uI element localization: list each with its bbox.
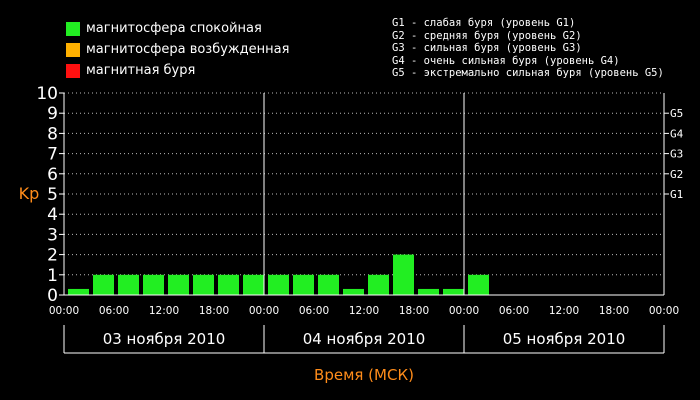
- y-tick-label: 9: [47, 104, 58, 124]
- x-tick-label: 12:00: [349, 305, 379, 317]
- g-tick-label: G2: [670, 168, 683, 181]
- day-label: 05 ноября 2010: [503, 330, 626, 348]
- kp-bar: [168, 274, 189, 295]
- x-tick-label: 06:00: [99, 305, 129, 317]
- legend-item-storm: магнитная буря: [66, 60, 289, 81]
- bars: [68, 254, 489, 295]
- kp-bar: [418, 288, 439, 295]
- g-tick-label: G1: [670, 188, 683, 201]
- y-tick-label: 3: [47, 225, 58, 245]
- y-tick-label: 10: [36, 84, 58, 104]
- grid: [64, 92, 664, 276]
- storm-level-g5: G5 - экстремально сильная буря (уровень …: [392, 67, 664, 79]
- legend-swatch-storm: [66, 63, 80, 78]
- day-label: 04 ноября 2010: [303, 330, 426, 348]
- storm-level-g4: G4 - очень сильная буря (уровень G4): [392, 54, 620, 67]
- kp-bar: [393, 254, 414, 295]
- y-tick-label: 6: [47, 165, 58, 185]
- legend-item-active: магнитосфера возбужденная: [66, 39, 289, 60]
- x-tick-label: 18:00: [199, 305, 229, 317]
- axes: [59, 92, 669, 354]
- storm-level-g3: G3 - сильная буря (уровень G3): [392, 42, 582, 54]
- y-tick-label: 0: [47, 286, 58, 306]
- kp-bar: [243, 274, 264, 295]
- kp-bar: [343, 288, 364, 295]
- x-tick-label: 12:00: [549, 305, 579, 317]
- storm-level-g1: G1 - слабая буря (уровень G1): [392, 17, 576, 29]
- kp-bar: [368, 274, 389, 295]
- legend-label-active: магнитосфера возбужденная: [86, 42, 290, 57]
- g-tick-label: G3: [670, 148, 683, 161]
- kp-bar: [118, 274, 139, 295]
- storm-level-g2: G2 - средняя буря (уровень G2): [392, 29, 582, 42]
- kp-bar: [443, 288, 464, 295]
- g-tick-label: G4: [670, 127, 684, 140]
- kp-bar: [218, 274, 239, 295]
- activity-legend: магнитосфера спокойная магнитосфера возб…: [66, 18, 289, 81]
- day-label: 03 ноября 2010: [103, 330, 226, 348]
- g-tick-label: G5: [670, 107, 683, 120]
- y-tick-label: 5: [47, 185, 58, 205]
- y-tick-label: 4: [47, 205, 58, 225]
- kp-bar: [293, 274, 314, 295]
- y-tick-label: 2: [47, 246, 58, 266]
- kp-bar: [68, 288, 89, 295]
- kp-bar: [318, 274, 339, 295]
- storm-level-legend: G1 - слабая буря (уровень G1) G2 - средн…: [392, 17, 664, 80]
- x-tick-label: 06:00: [499, 305, 529, 317]
- x-tick-label: 18:00: [399, 305, 429, 317]
- x-axis-title: Время (МСК): [314, 366, 414, 384]
- x-tick-label: 00:00: [649, 305, 679, 317]
- legend-swatch-active: [66, 42, 80, 57]
- x-tick-label: 00:00: [249, 305, 279, 317]
- x-tick-label: 00:00: [449, 305, 479, 317]
- x-tick-label: 12:00: [149, 305, 179, 317]
- kp-bar: [143, 274, 164, 295]
- legend-label-quiet: магнитосфера спокойная: [86, 21, 262, 36]
- legend-label-storm: магнитная буря: [86, 63, 196, 78]
- y-axis-title: Kp: [19, 184, 40, 203]
- kp-bar: [193, 274, 214, 295]
- x-tick-label: 18:00: [599, 305, 629, 317]
- x-tick-label: 06:00: [299, 305, 329, 317]
- legend-item-quiet: магнитосфера спокойная: [66, 18, 289, 39]
- kp-bar: [93, 274, 114, 295]
- kp-bar: [468, 274, 489, 295]
- legend-swatch-quiet: [66, 21, 80, 36]
- x-tick-label: 00:00: [49, 305, 79, 317]
- y-tick-label: 8: [47, 124, 58, 144]
- y-tick-label: 1: [47, 266, 58, 286]
- kp-bar: [268, 274, 289, 295]
- y-tick-label: 7: [47, 145, 58, 165]
